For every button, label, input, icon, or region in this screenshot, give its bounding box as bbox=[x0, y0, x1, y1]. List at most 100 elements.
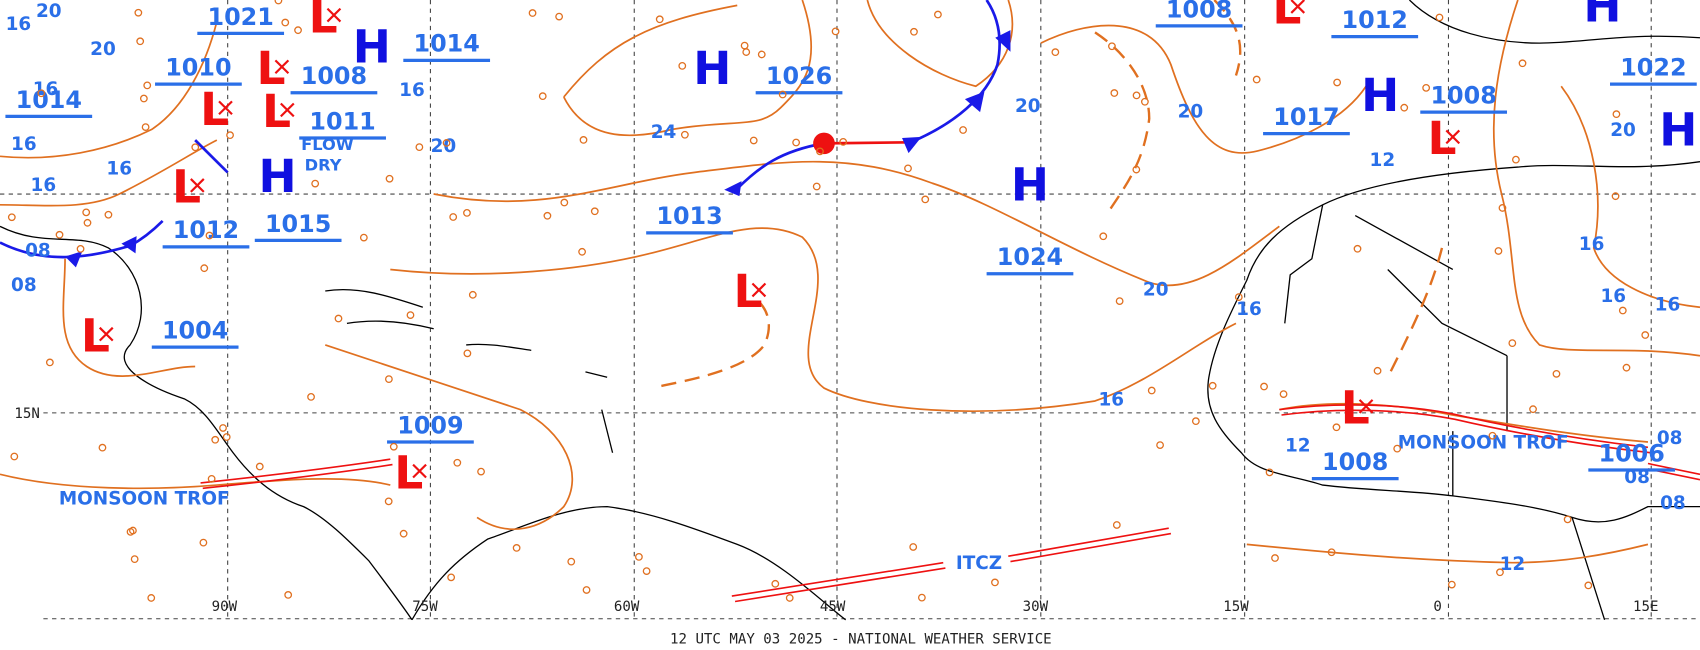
central-pressure: 1013 bbox=[656, 202, 722, 230]
pressure-center-symbol: H bbox=[1011, 159, 1049, 212]
station-dot bbox=[126, 527, 135, 536]
central-pressure: 1012 bbox=[173, 216, 239, 244]
station-dot bbox=[579, 136, 588, 144]
troughs bbox=[661, 0, 1444, 388]
station-dot bbox=[442, 139, 451, 147]
station-dot bbox=[384, 375, 393, 383]
station-dot bbox=[1496, 568, 1504, 577]
central-pressure: 1008 bbox=[1430, 82, 1496, 110]
station-dot bbox=[1132, 165, 1141, 174]
station-dot bbox=[1563, 515, 1572, 524]
isobar-label: 16 bbox=[1579, 234, 1605, 255]
station-dot bbox=[831, 27, 840, 36]
station-dot bbox=[1498, 204, 1507, 212]
isobar-label: 16 bbox=[33, 79, 59, 100]
station-dot bbox=[1393, 444, 1402, 453]
feature-label: DRY bbox=[305, 155, 342, 174]
station-dot bbox=[1132, 91, 1141, 100]
central-pressure: 1014 bbox=[16, 86, 82, 114]
station-dot bbox=[385, 174, 394, 183]
station-dot bbox=[463, 349, 472, 358]
station-dot bbox=[680, 130, 689, 139]
low-marker bbox=[274, 59, 290, 75]
longitude-label: 15W bbox=[1223, 599, 1249, 615]
central-pressure: 1010 bbox=[165, 54, 231, 82]
low-marker bbox=[190, 178, 205, 193]
station-dot bbox=[477, 467, 485, 476]
station-dot bbox=[255, 462, 264, 471]
station-dot bbox=[1422, 83, 1431, 92]
station-dot bbox=[1400, 103, 1409, 112]
isobar-label: 08 bbox=[25, 241, 51, 262]
isobar-label: 08 bbox=[1657, 428, 1683, 449]
station-dot bbox=[384, 497, 393, 506]
station-dot bbox=[406, 311, 415, 319]
isobar-label: 20 bbox=[36, 1, 62, 22]
station-dot bbox=[1333, 78, 1342, 87]
central-pressure: 1022 bbox=[1620, 54, 1686, 82]
station-dot bbox=[555, 12, 564, 21]
isobar-label: 20 bbox=[1610, 120, 1636, 141]
station-dot bbox=[1611, 192, 1620, 201]
central-pressure: 1008 bbox=[1322, 448, 1388, 476]
low-marker bbox=[1290, 0, 1306, 14]
low-marker bbox=[1358, 399, 1374, 414]
longitude-label: 30W bbox=[1023, 599, 1049, 615]
central-pressure: 1012 bbox=[1342, 6, 1408, 34]
isobar-label: 08 bbox=[11, 275, 37, 296]
station-dot bbox=[1612, 110, 1621, 119]
isobar-label: 16 bbox=[1600, 286, 1626, 307]
station-dot bbox=[1447, 580, 1456, 589]
station-dot bbox=[222, 433, 231, 441]
station-plots bbox=[7, 0, 1650, 602]
isobar-label: 16 bbox=[1098, 389, 1124, 410]
isobar-label: 16 bbox=[1655, 294, 1681, 315]
station-dot bbox=[909, 543, 918, 551]
station-dot bbox=[1618, 306, 1627, 315]
central-pressure: 1011 bbox=[309, 107, 375, 135]
station-dot bbox=[792, 138, 801, 147]
station-dot bbox=[528, 9, 537, 17]
station-dot bbox=[334, 314, 343, 323]
central-pressure: 1021 bbox=[208, 3, 274, 31]
itcz-bands bbox=[200, 404, 1700, 603]
station-dot bbox=[543, 211, 552, 220]
station-dot bbox=[211, 435, 220, 444]
station-dot bbox=[136, 37, 145, 46]
isobar-label: 16 bbox=[31, 175, 57, 196]
central-pressure: 1009 bbox=[397, 411, 463, 439]
central-pressure: 1008 bbox=[301, 62, 367, 90]
station-dot bbox=[200, 264, 209, 273]
station-dot bbox=[1234, 293, 1243, 301]
longitude-label: 60W bbox=[614, 599, 640, 615]
station-dot bbox=[141, 123, 150, 131]
station-dot bbox=[447, 573, 456, 582]
station-dot bbox=[7, 213, 16, 222]
station-dot bbox=[910, 27, 918, 36]
isobar-label: 16 bbox=[6, 14, 32, 35]
station-dot bbox=[785, 594, 794, 602]
isobar-label: 16 bbox=[399, 80, 425, 101]
station-dot bbox=[311, 179, 320, 188]
station-dot bbox=[1108, 42, 1116, 51]
station-dot bbox=[1156, 441, 1164, 449]
longitude-label: 15E bbox=[1633, 599, 1658, 615]
low-marker bbox=[98, 326, 114, 342]
station-dot bbox=[219, 424, 227, 432]
longitude-label: 0 bbox=[1433, 599, 1441, 615]
isobars bbox=[0, 0, 1700, 564]
pressure-center-symbol: H bbox=[1659, 104, 1697, 157]
station-dot bbox=[37, 89, 46, 98]
station-dot bbox=[83, 218, 92, 227]
pressure-center-symbol: H bbox=[353, 21, 391, 74]
isobar-label: 12 bbox=[1285, 436, 1311, 457]
station-dot bbox=[538, 92, 547, 101]
station-dot bbox=[560, 198, 569, 207]
station-dot bbox=[468, 290, 477, 299]
station-dot bbox=[1252, 75, 1261, 84]
station-dot bbox=[130, 555, 139, 564]
station-dot bbox=[578, 247, 587, 256]
